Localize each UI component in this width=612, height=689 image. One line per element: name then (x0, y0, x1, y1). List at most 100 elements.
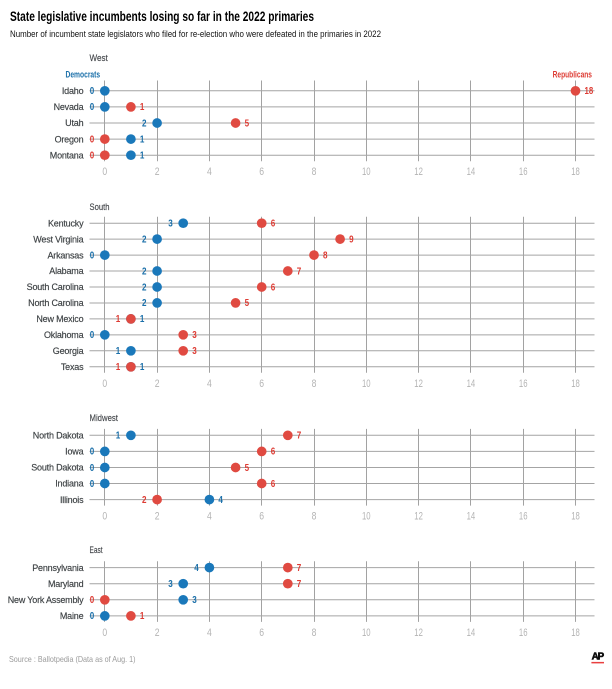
svg-text:0: 0 (102, 378, 107, 390)
svg-text:Nevada: Nevada (54, 102, 84, 112)
svg-text:6: 6 (271, 447, 276, 458)
svg-text:2: 2 (142, 495, 147, 506)
svg-text:Maryland: Maryland (48, 579, 84, 589)
svg-text:6: 6 (259, 378, 264, 390)
svg-text:10: 10 (362, 166, 371, 178)
svg-text:Montana: Montana (50, 150, 84, 160)
svg-text:Utah: Utah (65, 118, 83, 128)
svg-text:16: 16 (519, 166, 528, 178)
svg-text:Arkansas: Arkansas (47, 250, 84, 260)
svg-text:New York Assembly: New York Assembly (8, 595, 84, 605)
svg-text:12: 12 (414, 627, 423, 639)
svg-text:14: 14 (467, 166, 476, 178)
svg-text:AP: AP (592, 652, 605, 663)
svg-text:8: 8 (312, 166, 317, 178)
svg-text:5: 5 (245, 463, 250, 474)
svg-text:10: 10 (362, 511, 371, 523)
svg-text:9: 9 (349, 234, 354, 245)
svg-text:0: 0 (90, 463, 95, 474)
svg-text:16: 16 (519, 378, 528, 390)
svg-text:Alabama: Alabama (49, 266, 83, 276)
svg-text:2: 2 (142, 282, 147, 293)
svg-text:3: 3 (168, 579, 173, 590)
svg-text:South Dakota: South Dakota (31, 463, 83, 473)
svg-text:1: 1 (140, 134, 145, 145)
svg-text:0: 0 (90, 479, 95, 490)
svg-text:0: 0 (90, 102, 95, 113)
svg-text:8: 8 (312, 627, 317, 639)
svg-text:1: 1 (116, 346, 121, 357)
svg-text:0: 0 (102, 511, 107, 523)
svg-text:Source : Ballotpedia (Data as: Source : Ballotpedia (Data as of Aug. 1) (9, 654, 136, 664)
svg-text:8: 8 (312, 378, 317, 390)
svg-text:18: 18 (585, 86, 594, 97)
svg-text:2: 2 (155, 166, 160, 178)
svg-text:State legislative incumbents l: State legislative incumbents losing so f… (10, 8, 314, 24)
svg-text:Republicans: Republicans (553, 70, 592, 81)
svg-text:8: 8 (323, 250, 328, 261)
svg-text:Democrats: Democrats (66, 70, 101, 81)
svg-text:1: 1 (140, 151, 145, 162)
svg-text:12: 12 (414, 511, 423, 523)
svg-text:12: 12 (414, 378, 423, 390)
svg-text:4: 4 (207, 378, 212, 390)
svg-text:0: 0 (90, 330, 95, 341)
svg-text:6: 6 (259, 627, 264, 639)
svg-text:North Dakota: North Dakota (33, 431, 84, 441)
svg-text:2: 2 (142, 234, 147, 245)
svg-text:7: 7 (297, 266, 302, 277)
svg-text:0: 0 (90, 611, 95, 622)
svg-text:7: 7 (297, 431, 302, 442)
svg-text:6: 6 (271, 479, 276, 490)
svg-text:Maine: Maine (60, 611, 84, 621)
svg-text:5: 5 (245, 298, 250, 309)
svg-text:4: 4 (218, 495, 223, 506)
svg-text:5: 5 (245, 118, 250, 129)
svg-text:4: 4 (207, 627, 212, 639)
svg-text:East: East (90, 545, 103, 555)
svg-text:14: 14 (467, 511, 476, 523)
svg-text:Kentucky: Kentucky (48, 218, 84, 228)
svg-text:Midwest: Midwest (90, 413, 119, 423)
svg-text:3: 3 (192, 346, 197, 357)
svg-text:3: 3 (192, 330, 197, 341)
svg-text:18: 18 (571, 511, 580, 523)
svg-text:0: 0 (90, 151, 95, 162)
svg-text:North Carolina: North Carolina (28, 298, 83, 308)
svg-text:New Mexico: New Mexico (36, 314, 83, 324)
svg-text:0: 0 (90, 447, 95, 458)
svg-text:South: South (90, 202, 110, 212)
svg-text:2: 2 (142, 118, 147, 129)
svg-text:16: 16 (519, 511, 528, 523)
svg-text:6: 6 (259, 511, 264, 523)
svg-text:1: 1 (116, 314, 121, 325)
svg-text:3: 3 (192, 595, 197, 606)
svg-text:2: 2 (155, 378, 160, 390)
svg-text:4: 4 (207, 166, 212, 178)
svg-text:6: 6 (271, 282, 276, 293)
svg-text:0: 0 (90, 86, 95, 97)
svg-text:18: 18 (571, 166, 580, 178)
svg-text:0: 0 (90, 595, 95, 606)
svg-text:8: 8 (312, 511, 317, 523)
svg-text:South Carolina: South Carolina (27, 282, 84, 292)
svg-text:0: 0 (102, 166, 107, 178)
svg-text:Texas: Texas (61, 362, 84, 372)
svg-text:1: 1 (140, 102, 145, 113)
svg-text:1: 1 (116, 431, 121, 442)
svg-text:1: 1 (140, 314, 145, 325)
svg-text:12: 12 (414, 166, 423, 178)
svg-text:2: 2 (155, 511, 160, 523)
svg-text:West Virginia: West Virginia (33, 234, 83, 244)
svg-text:1: 1 (140, 611, 145, 622)
svg-text:3: 3 (168, 219, 173, 230)
svg-text:0: 0 (90, 134, 95, 145)
svg-text:6: 6 (259, 166, 264, 178)
svg-text:10: 10 (362, 378, 371, 390)
svg-text:1: 1 (116, 362, 121, 373)
svg-text:Oregon: Oregon (55, 134, 84, 144)
svg-text:Number of incumbent state legi: Number of incumbent state legislators wh… (10, 29, 381, 39)
svg-text:Indiana: Indiana (55, 479, 83, 489)
svg-text:18: 18 (571, 378, 580, 390)
svg-text:4: 4 (207, 511, 212, 523)
